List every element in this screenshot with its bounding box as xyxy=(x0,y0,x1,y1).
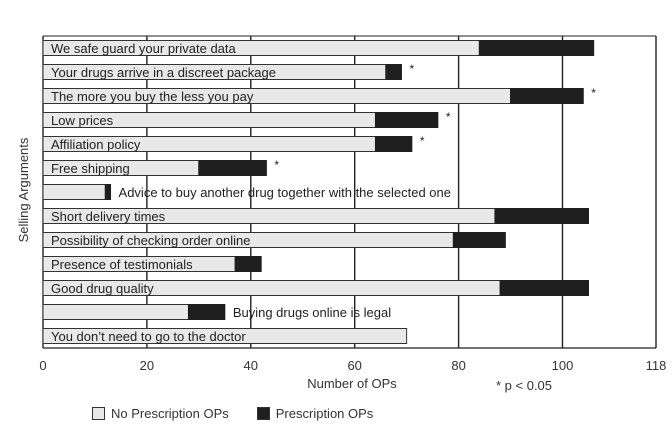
bar-prescription-9 xyxy=(234,256,262,272)
bar-prescription-11 xyxy=(187,304,226,320)
x-tick-label-80: 80 xyxy=(451,358,465,373)
category-label-0: We safe guard your private data xyxy=(51,41,237,56)
bar-prescription-5 xyxy=(198,160,267,176)
category-label-8: Possibility of checking order online xyxy=(51,233,250,248)
category-label-2: The more you buy the less you pay xyxy=(51,89,254,104)
legend-item-no-prescription: No Prescription OPs xyxy=(92,406,229,421)
category-label-7: Short delivery times xyxy=(51,209,166,224)
legend-label-no-prescription: No Prescription OPs xyxy=(111,406,229,421)
category-label-11: Buying drugs online is legal xyxy=(233,305,391,320)
legend-swatch-prescription xyxy=(256,407,270,420)
significance-marker-5: * xyxy=(274,158,279,172)
category-labels: We safe guard your private data Your drug… xyxy=(51,41,596,344)
category-label-9: Presence of testimonials xyxy=(51,257,193,272)
legend-swatch-no-prescription xyxy=(92,407,105,420)
significance-marker-1: * xyxy=(409,62,414,76)
significance-marker-3: * xyxy=(446,110,451,124)
y-axis-label: Selling Arguments xyxy=(16,137,31,242)
bar-prescription-1 xyxy=(385,64,402,80)
category-label-12: You don’t need to go to the doctor xyxy=(51,329,246,344)
legend: No Prescription OPs Prescription OPs xyxy=(92,406,373,421)
bar-prescription-2 xyxy=(510,88,584,104)
x-tick-label-20: 20 xyxy=(140,358,154,373)
x-axis: 0 20 40 60 80 100 118 xyxy=(39,358,666,373)
bar-no-prescription-6 xyxy=(42,184,106,200)
footnote: * p < 0.05 xyxy=(496,378,552,393)
bar-no-prescription-11 xyxy=(42,304,189,320)
bar-no-prescription-12 xyxy=(42,328,408,344)
x-tick-label-60: 60 xyxy=(347,358,361,373)
legend-item-prescription: Prescription OPs xyxy=(256,406,374,421)
category-label-5: Free shipping xyxy=(51,161,130,176)
bar-prescription-6 xyxy=(104,184,112,200)
significance-marker-2: * xyxy=(591,86,596,100)
category-label-4: Affiliation policy xyxy=(51,137,141,152)
category-label-6: Advice to buy another drug together with… xyxy=(119,185,451,200)
category-label-1: Your drugs arrive in a discreet package xyxy=(51,65,276,80)
bar-prescription-10 xyxy=(499,280,589,296)
bar-prescription-7 xyxy=(494,208,589,224)
significance-marker-4: * xyxy=(420,134,425,148)
x-axis-label: Number of OPs xyxy=(307,376,397,391)
bar-prescription-4 xyxy=(374,136,413,152)
x-tick-label-100: 100 xyxy=(552,358,574,373)
x-tick-label-118: 118 xyxy=(646,358,667,373)
x-tick-label-40: 40 xyxy=(244,358,258,373)
bar-prescription-8 xyxy=(452,232,506,248)
bars xyxy=(42,40,595,344)
bar-prescription-0 xyxy=(478,40,595,56)
bar-prescription-3 xyxy=(374,112,439,128)
x-tick-label-0: 0 xyxy=(39,358,46,373)
legend-label-prescription: Prescription OPs xyxy=(275,406,374,421)
category-label-3: Low prices xyxy=(51,113,114,128)
category-label-10: Good drug quality xyxy=(51,281,154,296)
